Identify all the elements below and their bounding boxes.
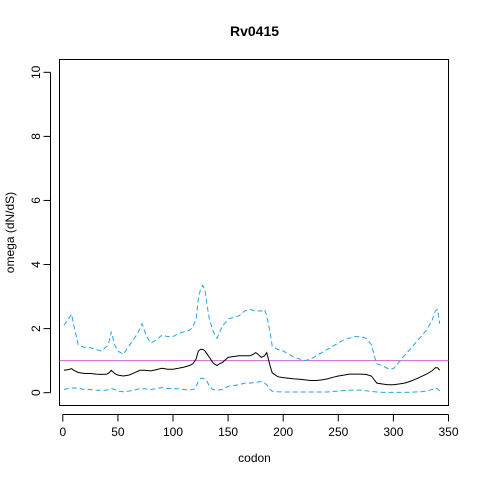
y-tick-label: 10 <box>29 65 43 79</box>
x-tick-label: 200 <box>273 425 293 439</box>
series-line-upper <box>63 284 441 370</box>
x-tick-label: 250 <box>328 425 348 439</box>
y-tick-label: 4 <box>29 261 43 268</box>
y-axis: 0 2 4 6 8 10 <box>29 65 51 396</box>
series-line-estimate <box>63 348 441 386</box>
x-tick-label: 300 <box>383 425 403 439</box>
x-axis-label: codon <box>238 451 271 465</box>
x-tick-label: 350 <box>438 425 458 439</box>
y-tick-label: 6 <box>29 197 43 204</box>
x-axis: 0 50 100 150 200 250 300 350 <box>59 414 459 439</box>
y-tick-label: 0 <box>29 389 43 396</box>
x-tick-label: 0 <box>59 425 66 439</box>
chart-title: Rv0415 <box>230 23 279 39</box>
plot-area <box>59 284 449 393</box>
x-tick-label: 50 <box>111 425 125 439</box>
series-line-lower <box>63 377 441 393</box>
y-tick-label: 2 <box>29 325 43 332</box>
x-tick-label: 150 <box>218 425 238 439</box>
y-axis-label: omega (dN/dS) <box>3 192 17 273</box>
x-tick-label: 100 <box>163 425 183 439</box>
plot-frame <box>59 59 449 406</box>
y-tick-label: 8 <box>29 133 43 140</box>
